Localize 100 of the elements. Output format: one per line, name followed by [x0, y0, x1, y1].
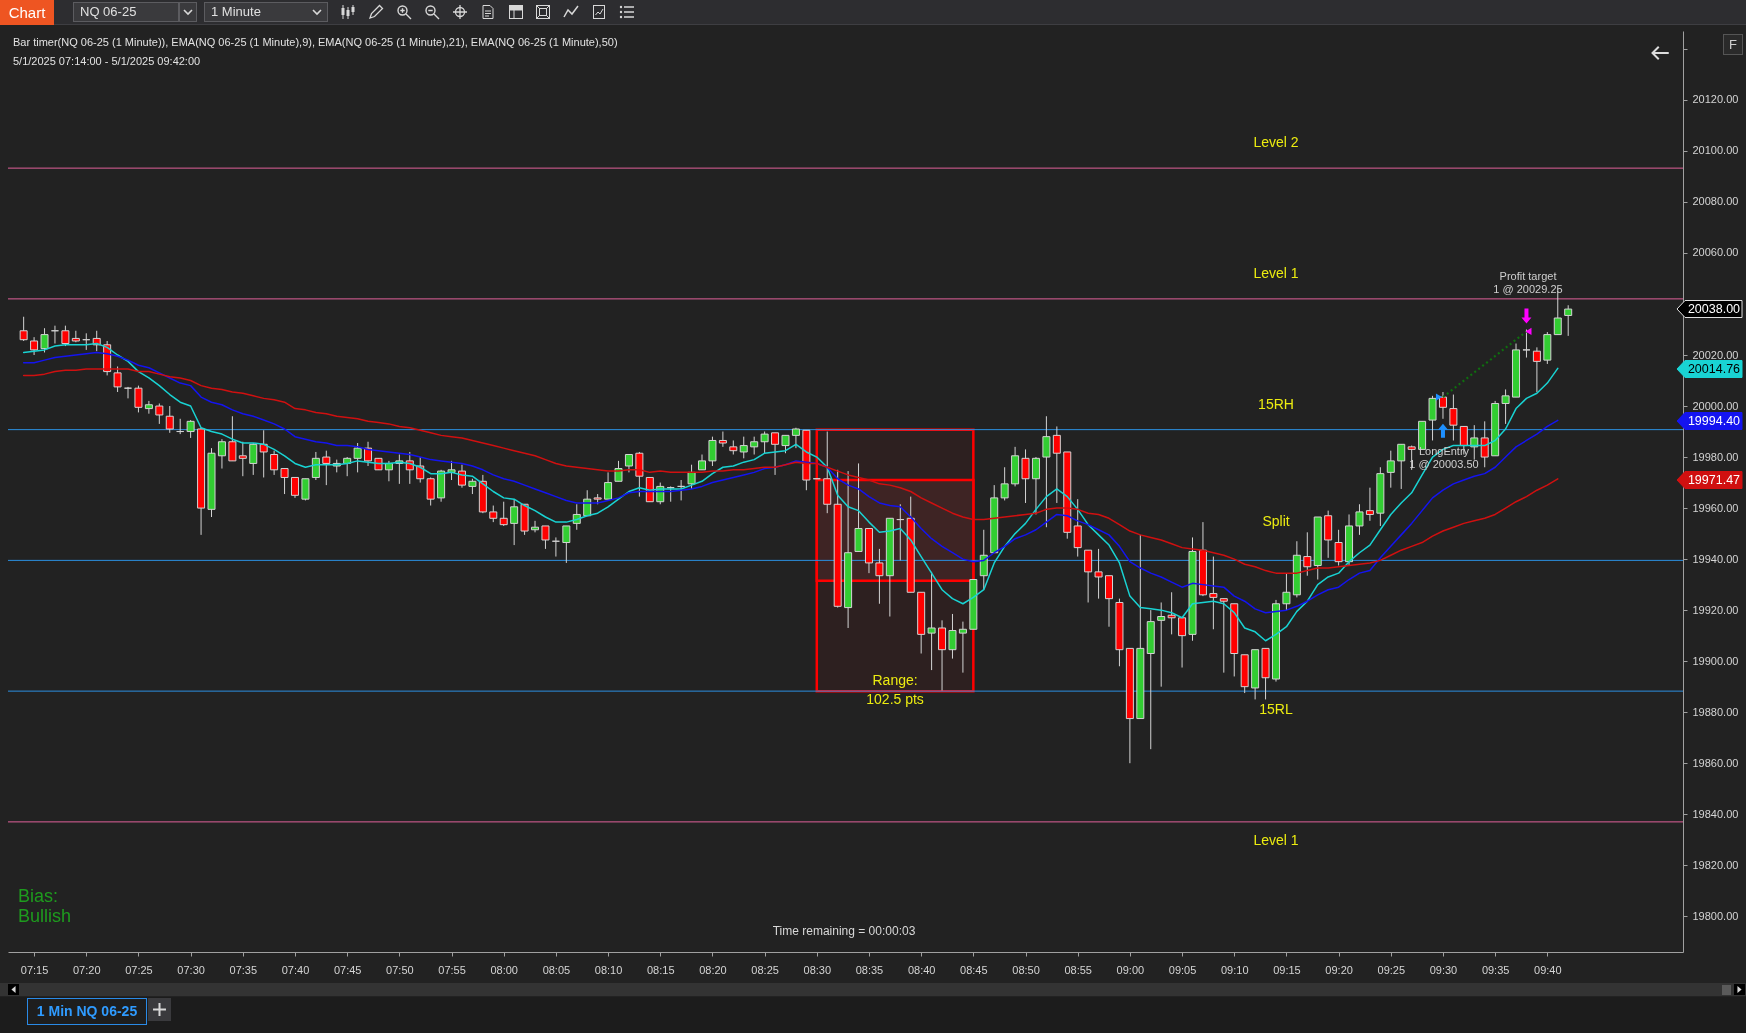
- x-tick-label: 09:25: [1377, 963, 1406, 976]
- candlestick: [1052, 425, 1061, 504]
- candlestick: [1480, 420, 1489, 468]
- x-tick-label: 08:35: [855, 963, 884, 976]
- candlestick: [322, 450, 331, 486]
- x-tick-label: 08:15: [646, 963, 675, 976]
- text: 19971.47: [1687, 473, 1741, 488]
- button: F: [1723, 34, 1743, 55]
- candlestick: [1031, 456, 1040, 515]
- candlestick: [155, 402, 164, 425]
- x-tick-label: 09:40: [1534, 963, 1562, 976]
- candlestick: [979, 529, 988, 591]
- x-tick-label: 09:30: [1429, 963, 1458, 976]
- candlestick: [1209, 556, 1218, 630]
- candlestick: [1219, 598, 1228, 674]
- candlestick: [1449, 394, 1458, 441]
- x-tick-label: 07:40: [281, 963, 310, 976]
- y-tick-label: 20080.00: [1692, 195, 1739, 208]
- text: 20014.76: [1687, 362, 1741, 377]
- y-tick-label: 19960.00: [1692, 501, 1739, 514]
- dropdown: NQ 06-25: [73, 2, 179, 22]
- candlestick: [927, 571, 936, 671]
- candlestick: [1365, 487, 1374, 522]
- candlestick: [948, 613, 957, 660]
- candlestick: [718, 431, 727, 448]
- candlestick: [739, 436, 748, 459]
- ref-line-label: Split: [1262, 513, 1290, 530]
- ref-line-label: Level 2: [1253, 134, 1299, 151]
- candlestick: [144, 400, 153, 415]
- candlestick: [604, 471, 613, 500]
- x-tick-label: 09:05: [1168, 963, 1197, 976]
- candlestick: [1167, 591, 1176, 635]
- candlestick: [1564, 304, 1573, 337]
- y-tick-label: 19920.00: [1692, 603, 1739, 616]
- band-label: Range: 102.5 pts: [866, 672, 924, 707]
- x-tick-label: 07:30: [177, 963, 205, 976]
- candlestick: [1282, 572, 1291, 611]
- x-tick-label: 07:35: [229, 963, 258, 976]
- candlestick: [499, 501, 508, 527]
- x-tick-label: 08:50: [1012, 963, 1040, 976]
- annotation: Bias: Bullish: [18, 886, 72, 926]
- x-tick-label: 07:45: [333, 963, 362, 976]
- x-tick-label: 07:20: [73, 963, 101, 976]
- line-series: [22, 368, 1559, 574]
- candlestick: [760, 431, 769, 454]
- y-tick-label: 20060.00: [1692, 246, 1739, 259]
- candlestick: [416, 456, 425, 484]
- candlestick: [165, 405, 174, 434]
- candlestick: [290, 476, 299, 499]
- y-tick-label: 19880.00: [1692, 705, 1739, 718]
- x-tick-label: 09:20: [1325, 963, 1353, 976]
- candlestick: [134, 385, 143, 413]
- candlestick: [1042, 415, 1051, 528]
- y-tick-label: 19820.00: [1692, 858, 1739, 871]
- y-tick-label: 20100.00: [1692, 144, 1739, 157]
- candlestick: [1428, 395, 1437, 441]
- candlestick: [353, 442, 362, 473]
- ref-line-label: 15RH: [1258, 395, 1294, 412]
- dropdown: 1 Minute: [204, 2, 328, 22]
- x-tick-label: 07:25: [125, 963, 153, 976]
- x-tick-label: 09:10: [1220, 963, 1249, 976]
- candlestick: [1073, 498, 1082, 558]
- text: 19994.40: [1687, 414, 1741, 429]
- text: 20038.00: [1687, 302, 1741, 317]
- x-tick-label: 08:25: [751, 963, 779, 976]
- candlestick: [562, 525, 571, 564]
- candlestick: [854, 462, 863, 552]
- x-tick-label: 09:00: [1116, 963, 1145, 976]
- x-tick-label: 08:05: [542, 963, 571, 976]
- y-tick-label: 19860.00: [1692, 756, 1739, 769]
- x-tick-label: 07:55: [438, 963, 466, 976]
- y-tick-label: 19840.00: [1692, 807, 1739, 820]
- candlestick: [1407, 445, 1416, 471]
- candlestick: [958, 621, 967, 674]
- ref-line-label: Level 1: [1253, 831, 1299, 848]
- candlestick: [1178, 617, 1187, 669]
- candlestick: [1000, 466, 1009, 501]
- candlestick: [1094, 548, 1103, 600]
- candlestick: [280, 468, 289, 495]
- candlestick: [217, 438, 226, 470]
- chart-title: Bar timer(NQ 06-25 (1 Minute)), EMA(NQ 06-25 (1 Minute),9), EMA(NQ 06-25 (1 Minute),21), EMA(NQ 06-25 (1 Minute),50): [13, 36, 618, 48]
- candlestick: [938, 619, 947, 691]
- ref-line-label: 15RL: [1259, 701, 1293, 718]
- candlestick: [1157, 601, 1166, 688]
- candlestick: [687, 464, 696, 490]
- y-tick-label: 19800.00: [1692, 909, 1739, 922]
- candlestick: [457, 464, 466, 489]
- menu-button: Chart: [0, 0, 54, 25]
- candlestick: [510, 498, 519, 546]
- candlestick: [113, 365, 122, 393]
- text: 5/1/2025 07:14:00 - 5/1/2025 09:42:00: [13, 55, 201, 67]
- x-tick-label: 09:15: [1273, 963, 1301, 976]
- annotation: Time remaining = 00:00:03: [772, 924, 916, 938]
- y-tick-label: 19940.00: [1692, 552, 1739, 565]
- candlestick: [1470, 424, 1479, 461]
- candlestick: [1501, 388, 1510, 425]
- y-tick-label: 19900.00: [1692, 654, 1739, 667]
- candlestick: [19, 316, 28, 342]
- candlestick: [1021, 448, 1030, 504]
- candlestick: [40, 327, 49, 353]
